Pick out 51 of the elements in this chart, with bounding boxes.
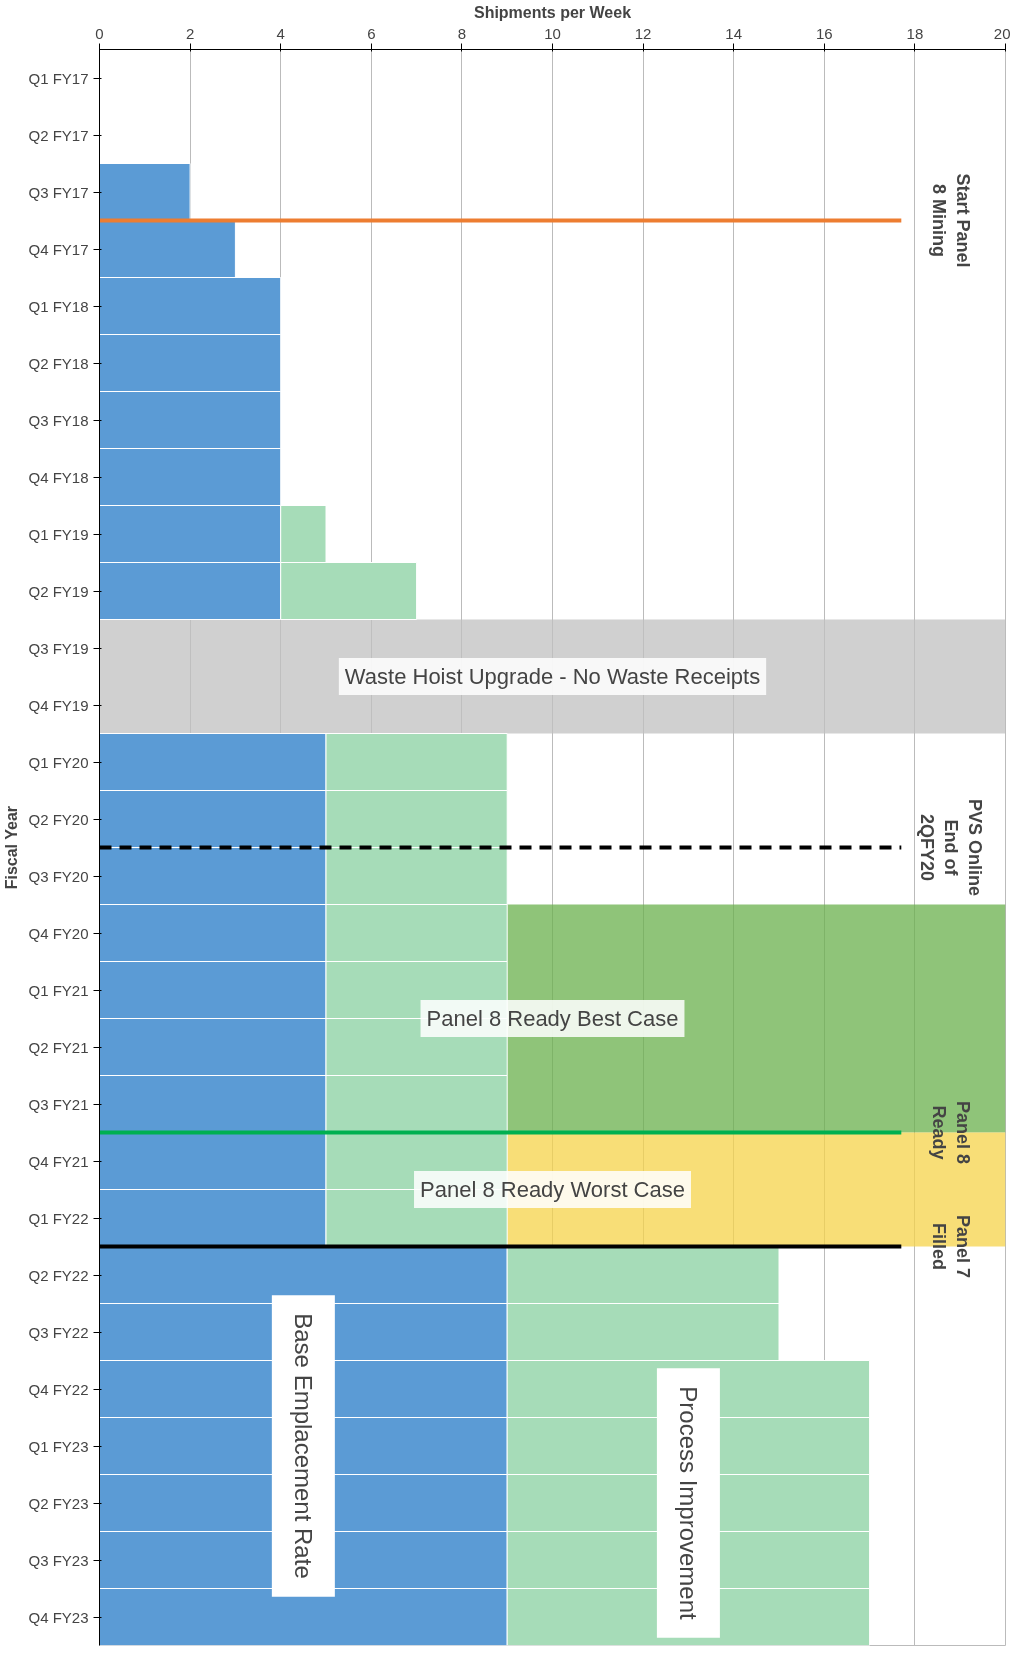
y-tick-label: Q1 FY18 bbox=[28, 297, 89, 315]
band-label: Panel 8 Ready Best Case bbox=[426, 1006, 679, 1031]
y-tick-label: Q2 FY21 bbox=[28, 1038, 89, 1056]
x-tick-label: 14 bbox=[725, 24, 743, 42]
y-tick-label: Q3 FY21 bbox=[28, 1095, 89, 1113]
y-tick-label: Q2 FY18 bbox=[28, 354, 89, 372]
y-tick-label: Q3 FY19 bbox=[28, 639, 89, 657]
y-tick-label: Q3 FY18 bbox=[28, 411, 89, 429]
y-tick-label: Q3 FY17 bbox=[28, 183, 89, 201]
y-tick-label: Q2 FY23 bbox=[28, 1494, 89, 1512]
y-tick-label: Q4 FY20 bbox=[28, 924, 89, 942]
band-label: Panel 8 Ready Worst Case bbox=[420, 1177, 685, 1202]
y-tick-label: Q1 FY23 bbox=[28, 1437, 89, 1455]
y-tick-label: Q1 FY20 bbox=[28, 753, 89, 771]
x-tick-label: 18 bbox=[906, 24, 924, 42]
y-tick-label: Q1 FY22 bbox=[28, 1209, 89, 1227]
y-tick-label: Q4 FY23 bbox=[28, 1608, 89, 1626]
ref-line-label: Panel 8 Ready bbox=[929, 1100, 974, 1165]
y-tick-label: Q2 FY20 bbox=[28, 810, 89, 828]
ref-line-label: Start Panel 8 Mining bbox=[929, 173, 974, 268]
y-tick-label: Q3 FY20 bbox=[28, 867, 89, 885]
y-tick-label: Q2 FY22 bbox=[28, 1266, 89, 1284]
y-tick-label: Q4 FY19 bbox=[28, 696, 89, 714]
y-tick-label: Q4 FY18 bbox=[28, 468, 89, 486]
y-axis-title: Fiscal Year bbox=[3, 805, 21, 890]
x-tick-label: 6 bbox=[367, 24, 376, 42]
annotation: Base Emplacement Rate bbox=[289, 1313, 317, 1579]
band-label: Waste Hoist Upgrade - No Waste Receipts bbox=[344, 664, 761, 689]
y-tick-label: Q2 FY17 bbox=[28, 126, 89, 144]
x-tick-label: 20 bbox=[993, 24, 1011, 42]
x-tick-label: 4 bbox=[276, 24, 285, 42]
x-tick-label: 8 bbox=[457, 24, 467, 42]
y-tick-label: Q1 FY21 bbox=[28, 981, 89, 999]
y-tick-label: Q4 FY17 bbox=[28, 240, 89, 258]
x-tick-label: 2 bbox=[185, 24, 195, 42]
y-tick-label: Q4 FY22 bbox=[28, 1380, 89, 1398]
y-tick-label: Q1 FY17 bbox=[28, 69, 89, 87]
ref-line-label: Panel 7 Filled bbox=[929, 1214, 974, 1279]
x-tick-label: 0 bbox=[95, 24, 104, 42]
ref-line-label: PVS Online End of 2QFY20 bbox=[917, 798, 986, 897]
y-tick-label: Q4 FY21 bbox=[28, 1152, 89, 1170]
x-tick-label: 16 bbox=[815, 24, 833, 42]
bar bbox=[99, 163, 191, 221]
y-tick-label: Q3 FY23 bbox=[28, 1551, 89, 1569]
y-tick-label: Q1 FY19 bbox=[28, 525, 89, 543]
y-tick-label: Q3 FY22 bbox=[28, 1323, 89, 1341]
annotation: Process Improvement bbox=[674, 1386, 702, 1621]
y-tick-label: Q2 FY19 bbox=[28, 582, 89, 600]
x-tick-label: 12 bbox=[634, 24, 652, 42]
x-axis-title: Shipments per Week bbox=[473, 3, 632, 21]
x-tick-label: 10 bbox=[544, 24, 561, 42]
